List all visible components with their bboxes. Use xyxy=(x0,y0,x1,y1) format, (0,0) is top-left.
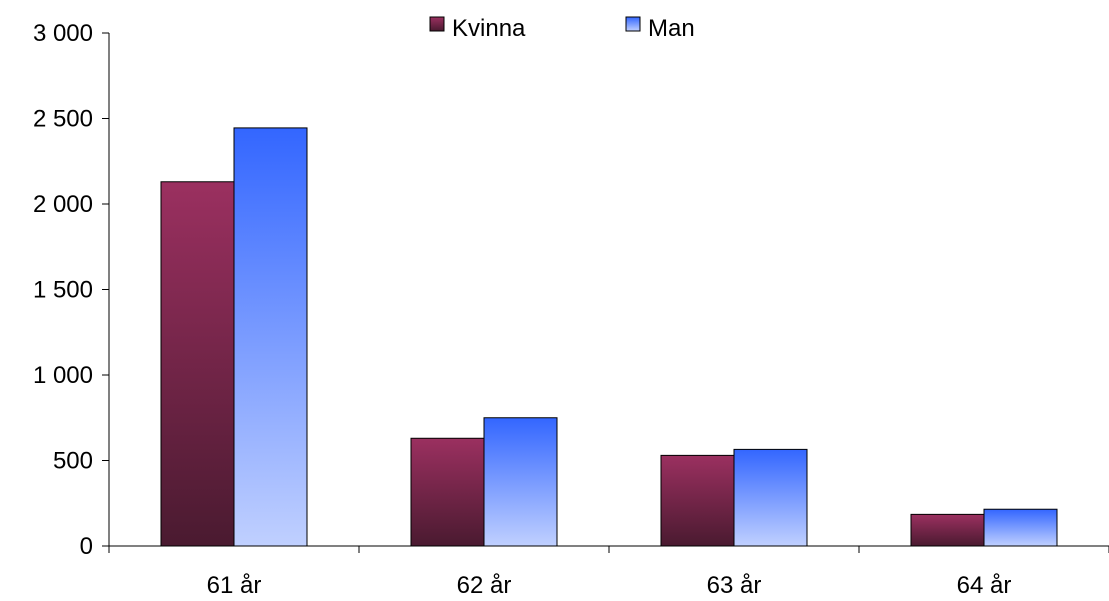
bar-kvinna-1 xyxy=(160,181,235,547)
legend-label-man: Man xyxy=(648,15,695,42)
x-tick-label: 64 år xyxy=(957,572,1012,599)
x-tick-label: 63 år xyxy=(707,572,762,599)
y-tick-label: 0 xyxy=(80,533,93,560)
y-tick-label: 3 000 xyxy=(33,20,93,47)
legend: Kvinna Man xyxy=(429,15,695,42)
bar-kvinna-2 xyxy=(410,437,485,547)
bar-man-1 xyxy=(233,127,308,547)
bars xyxy=(160,127,1058,547)
bar-man-2 xyxy=(483,417,558,547)
y-tick-label: 2 000 xyxy=(33,191,93,218)
bar-kvinna-3 xyxy=(660,454,735,547)
y-tick-label: 1 000 xyxy=(33,362,93,389)
x-tick-label: 61 år xyxy=(207,572,262,599)
tick-labels: 0 500 1 000 1 500 2 000 2 500 3 000 61 år 62 år 6… xyxy=(33,20,1011,599)
y-tick-label: 500 xyxy=(53,448,93,475)
bar-man-3 xyxy=(733,448,808,547)
y-tick-label: 2 500 xyxy=(33,106,93,133)
x-tick-label: 62 år xyxy=(457,572,512,599)
y-tick-label: 1 500 xyxy=(33,277,93,304)
legend-swatch-man xyxy=(625,16,641,32)
legend-swatch-kvinna xyxy=(429,16,445,32)
bar-man-4 xyxy=(983,508,1058,547)
bar-kvinna-4 xyxy=(910,513,985,547)
legend-label-kvinna: Kvinna xyxy=(452,15,526,42)
